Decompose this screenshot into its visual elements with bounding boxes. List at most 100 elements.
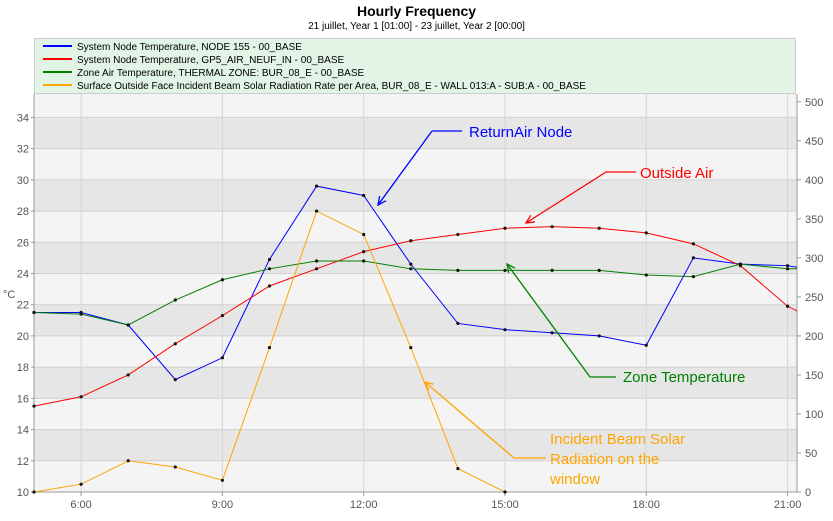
data-point bbox=[456, 232, 460, 237]
annotation-arrow-outside-air bbox=[525, 171, 607, 224]
y-tick-label: 10 bbox=[17, 487, 29, 499]
annotation-arrow-zone-temperature bbox=[506, 263, 591, 378]
data-point bbox=[597, 268, 601, 272]
y2-tick-label: 400 bbox=[805, 175, 823, 187]
chart-legend: System Node Temperature, NODE 155 - 00_B… bbox=[34, 38, 796, 94]
annotation-arrow-zone-temperature-head bbox=[506, 262, 516, 273]
data-point bbox=[597, 226, 601, 230]
data-point bbox=[32, 490, 36, 494]
data-point bbox=[32, 404, 36, 408]
y2-tick-label: 150 bbox=[805, 370, 823, 382]
data-point bbox=[409, 346, 413, 350]
data-point bbox=[409, 267, 413, 271]
chart-title: Hourly Frequency bbox=[356, 3, 477, 19]
y2-tick-label: 450 bbox=[805, 136, 823, 148]
legend-swatch bbox=[43, 71, 72, 74]
data-point bbox=[550, 225, 554, 229]
y-tick-label: 16 bbox=[17, 393, 29, 405]
y2-tick-label: 100 bbox=[805, 409, 823, 421]
data-point bbox=[503, 226, 507, 230]
annotation-arrow-return-air bbox=[377, 130, 433, 206]
annotation-arrow-return-air-head bbox=[377, 196, 387, 207]
data-point bbox=[267, 284, 272, 288]
y-tick-label: 34 bbox=[17, 112, 29, 124]
chart-subtitle: 21 juillet, Year 1 [01:00] - 23 juillet,… bbox=[308, 21, 525, 32]
data-point bbox=[644, 343, 648, 347]
x-tick-label: 9:00 bbox=[212, 499, 233, 511]
y-tick-label: 18 bbox=[17, 362, 29, 374]
y2-tick-label: 50 bbox=[805, 448, 817, 460]
series-line-0 bbox=[34, 185, 797, 381]
data-point bbox=[314, 184, 319, 188]
legend-swatch bbox=[43, 58, 72, 61]
annotation-arrow-solar bbox=[424, 381, 515, 459]
series-line-1 bbox=[34, 226, 797, 407]
y-tick-label: 30 bbox=[17, 175, 29, 187]
data-point bbox=[550, 268, 554, 272]
y-tick-label: 20 bbox=[17, 331, 29, 343]
data-point bbox=[32, 310, 36, 315]
legend-entry-outside-air: System Node Temperature, GP5_AIR_NEUF_IN… bbox=[43, 55, 344, 67]
data-point bbox=[503, 328, 507, 332]
data-point bbox=[267, 346, 272, 350]
data-point bbox=[173, 342, 177, 346]
y2-tick-label: 500 bbox=[805, 97, 823, 109]
plot-band bbox=[34, 179, 797, 212]
plot-band bbox=[34, 429, 797, 461]
y-tick-label: 26 bbox=[17, 237, 29, 249]
annotation-solar-line-1: Incident Beam Solar bbox=[550, 431, 685, 448]
plot-background bbox=[34, 94, 797, 492]
legend-label: Zone Air Temperature, THERMAL ZONE: BUR_… bbox=[77, 68, 365, 79]
plot-band bbox=[34, 304, 797, 336]
data-point bbox=[173, 378, 177, 382]
plot-band bbox=[34, 242, 797, 274]
data-point bbox=[503, 268, 507, 272]
data-point bbox=[691, 242, 695, 246]
x-tick-label: 6:00 bbox=[70, 499, 91, 511]
legend-swatch bbox=[43, 45, 72, 48]
data-point bbox=[691, 275, 695, 279]
data-point bbox=[314, 267, 319, 271]
data-point bbox=[79, 312, 83, 316]
legend-label: System Node Temperature, GP5_AIR_NEUF_IN… bbox=[77, 55, 345, 66]
annotation-solar-line-3: window bbox=[549, 471, 600, 488]
data-point bbox=[597, 334, 601, 338]
annotation-arrow-outside-air-head bbox=[524, 215, 536, 224]
y-tick-label: 12 bbox=[17, 456, 29, 468]
y-tick-label: 24 bbox=[17, 268, 29, 280]
data-point bbox=[785, 304, 790, 308]
plot-band bbox=[34, 367, 797, 399]
legend-swatch bbox=[43, 84, 72, 87]
data-point bbox=[644, 231, 648, 235]
data-point bbox=[362, 193, 366, 198]
x-tick-label: 12:00 bbox=[350, 499, 378, 511]
data-point bbox=[456, 268, 460, 272]
y-tick-label: 28 bbox=[17, 206, 29, 218]
data-point bbox=[173, 298, 177, 302]
data-point bbox=[362, 232, 366, 237]
data-point bbox=[79, 395, 83, 399]
data-point bbox=[126, 373, 130, 377]
y2-tick-label: 250 bbox=[805, 292, 823, 304]
data-point bbox=[79, 482, 83, 486]
data-point bbox=[738, 262, 743, 266]
data-point bbox=[691, 256, 695, 260]
x-tick-label: 21:00 bbox=[774, 499, 802, 511]
annotation-arrow-solar-head bbox=[423, 381, 434, 391]
annotation-zone-temperature: Zone Temperature bbox=[623, 369, 745, 386]
data-point bbox=[314, 259, 319, 263]
y-axis-label: °C bbox=[3, 289, 15, 301]
x-tick-label: 15:00 bbox=[491, 499, 519, 511]
data-point bbox=[173, 465, 177, 469]
legend-label: Surface Outside Face Incident Beam Solar… bbox=[77, 81, 586, 92]
annotation-solar-line-2: Radiation on the bbox=[550, 451, 659, 468]
data-point bbox=[644, 273, 648, 277]
data-point bbox=[409, 262, 413, 266]
data-point bbox=[220, 356, 224, 360]
data-point bbox=[314, 209, 319, 213]
annotation-outside-air: Outside Air bbox=[640, 165, 713, 182]
y2-tick-label: 200 bbox=[805, 331, 823, 343]
data-point bbox=[220, 478, 224, 482]
y2-tick-label: 350 bbox=[805, 214, 823, 226]
